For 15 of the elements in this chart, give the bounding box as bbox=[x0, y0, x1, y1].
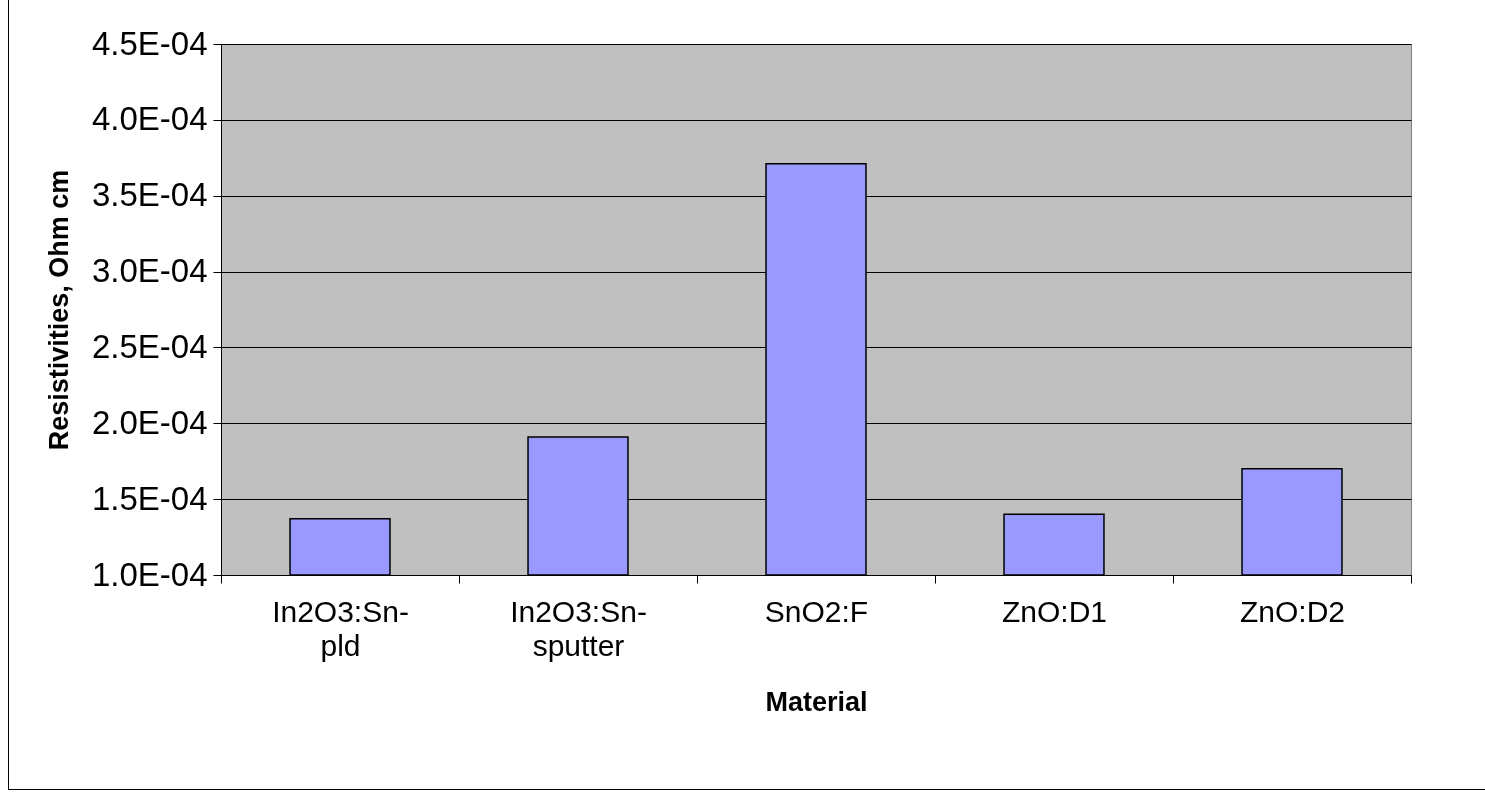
x-tick-label: ZnO:D1 bbox=[1001, 594, 1108, 628]
y-tick-label: 2.0E-04 bbox=[91, 403, 208, 441]
y-tick-label: 4.0E-04 bbox=[91, 100, 208, 138]
x-tick-label: SnO2:F bbox=[764, 594, 869, 628]
y-tick-label: 3.5E-04 bbox=[91, 176, 208, 214]
y-tick-label: 2.5E-04 bbox=[91, 327, 208, 365]
x-tick-label: In2O3:Sn-sputter bbox=[510, 594, 647, 662]
y-tick-label: 4.5E-04 bbox=[91, 24, 208, 62]
y-tick-label: 1.0E-04 bbox=[91, 555, 208, 593]
x-axis-title: Material bbox=[765, 686, 868, 717]
y-tick-label: 3.0E-04 bbox=[91, 252, 208, 290]
y-tick-label: 1.5E-04 bbox=[91, 479, 208, 517]
y-axis-title: Resistivities, Ohm cm bbox=[43, 169, 74, 451]
x-tick-label: In2O3:Sn-pld bbox=[272, 594, 409, 662]
x-tick-label: ZnO:D2 bbox=[1239, 594, 1346, 628]
